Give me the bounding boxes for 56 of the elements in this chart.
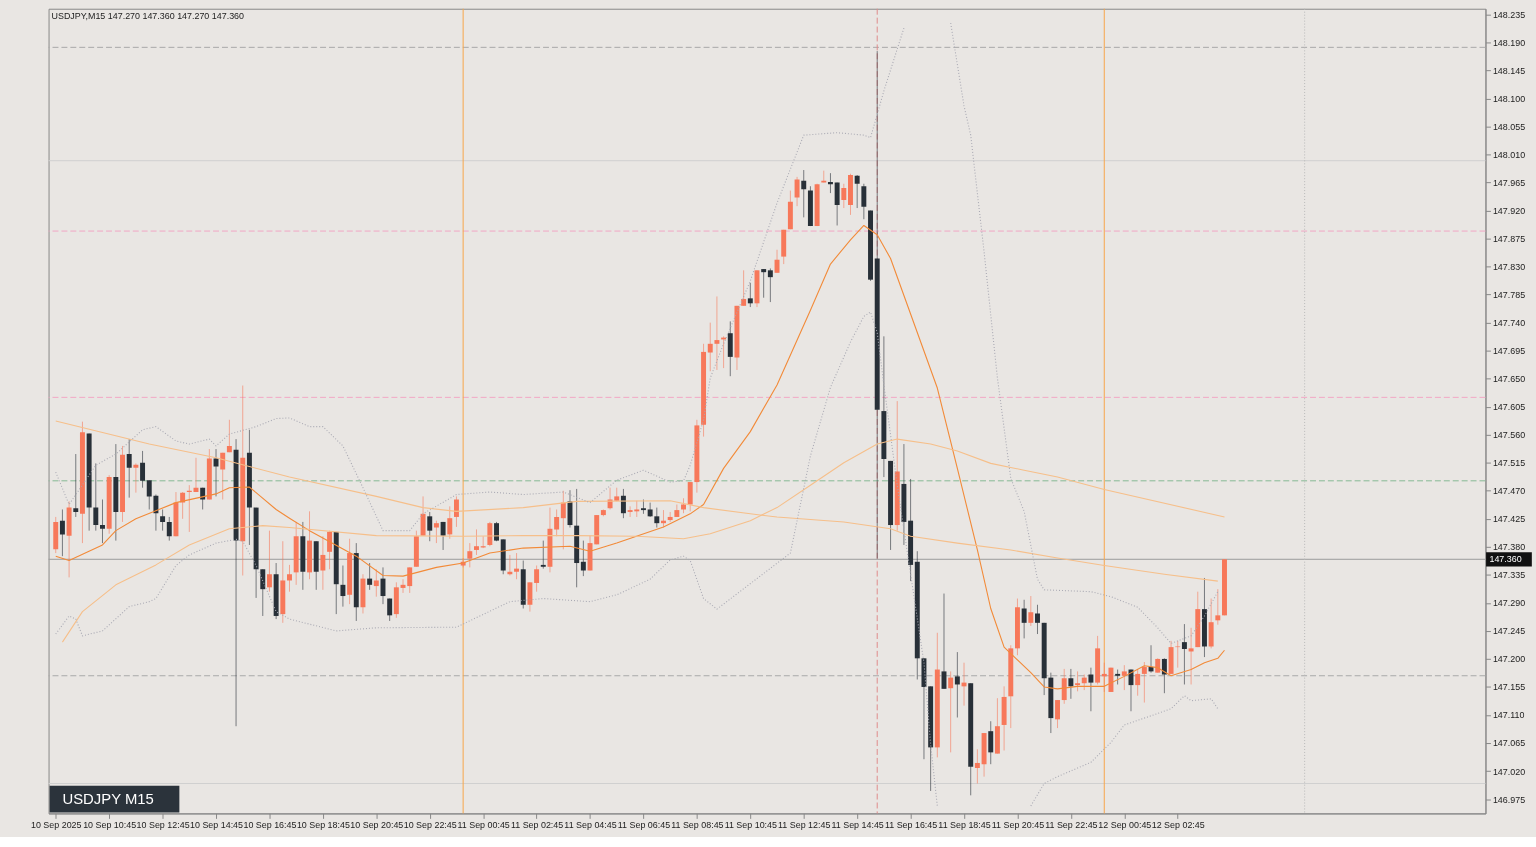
y-tick-label: 147.155: [1492, 682, 1526, 693]
x-tick-label: 10 Sep 14:45: [190, 819, 244, 830]
y-tick-label: 147.515: [1492, 458, 1526, 469]
x-tick-label: 11 Sep 04:45: [564, 819, 617, 830]
x-tick-label: 10 Sep 10:45: [83, 819, 137, 830]
y-tick-label: 147.965: [1492, 177, 1526, 188]
y-tick-label: 147.200: [1492, 654, 1526, 665]
x-tick-label: 11 Sep 16:45: [884, 819, 938, 830]
y-tick-label: 147.110: [1492, 710, 1525, 721]
ref-line-label: 147.360: [1489, 554, 1522, 565]
x-tick-label: 11 Sep 22:45: [1045, 819, 1098, 830]
line-series: [55, 224, 1226, 690]
y-tick-label: 148.100: [1492, 93, 1526, 104]
y-tick-label: 146.975: [1492, 794, 1526, 805]
y-tick-label: 147.380: [1492, 542, 1526, 553]
y-tick-label: 148.055: [1492, 121, 1526, 132]
y-tick-label: 147.335: [1492, 570, 1526, 581]
annotation: USDJPY,M15 147.270 147.360 147.270 147.360: [51, 10, 245, 21]
y-tick-label: 147.605: [1492, 402, 1526, 413]
x-tick-label: 11 Sep 14:45: [831, 819, 884, 830]
y-tick-label: 147.740: [1492, 318, 1526, 329]
y-tick-label: 147.560: [1492, 430, 1526, 441]
y-tick-label: 147.875: [1492, 234, 1526, 245]
y-tick-label: 148.235: [1492, 9, 1526, 20]
y-tick-label: 147.020: [1492, 766, 1526, 777]
x-tick-label: 12 Sep 00:45: [1098, 819, 1152, 830]
annotation: USDJPY M15: [62, 791, 154, 808]
x-tick-label: 10 Sep 18:45: [296, 819, 350, 830]
x-tick-label: 11 Sep 00:45: [457, 819, 510, 830]
x-tick-label: 10 Sep 22:45: [403, 819, 457, 830]
y-tick-label: 147.650: [1492, 374, 1526, 385]
y-tick-label: 147.785: [1492, 290, 1526, 301]
x-tick-label: 11 Sep 06:45: [617, 819, 671, 830]
y-tick-label: 147.830: [1492, 262, 1526, 273]
y-tick-label: 148.145: [1492, 65, 1526, 76]
y-tick-label: 147.920: [1492, 205, 1526, 216]
x-tick-label: 11 Sep 20:45: [991, 819, 1045, 830]
x-tick-label: 11 Sep 02:45: [510, 819, 564, 830]
x-tick-label: 10 Sep 20:45: [350, 819, 404, 830]
y-tick-label: 148.190: [1492, 37, 1526, 48]
y-tick-label: 147.425: [1492, 514, 1526, 525]
x-tick-label: 11 Sep 12:45: [778, 819, 831, 830]
candlestick: [647, 502, 653, 518]
y-tick-label: 147.290: [1492, 598, 1526, 609]
x-tick-label: 11 Sep 10:45: [724, 819, 778, 830]
y-tick-label: 148.010: [1492, 149, 1526, 160]
y-tick-label: 147.695: [1492, 346, 1526, 357]
y-tick-label: 147.065: [1492, 738, 1526, 749]
x-tick-label: 10 Sep 2025: [30, 819, 82, 830]
x-tick-label: 11 Sep 08:45: [671, 819, 724, 830]
x-tick-label: 10 Sep 16:45: [243, 819, 297, 830]
x-tick-label: 10 Sep 12:45: [136, 819, 190, 830]
x-tick-label: 11 Sep 18:45: [938, 819, 991, 830]
y-tick-label: 147.245: [1492, 626, 1526, 637]
y-tick-label: 147.470: [1492, 486, 1526, 497]
x-tick-label: 12 Sep 02:45: [1151, 819, 1205, 830]
